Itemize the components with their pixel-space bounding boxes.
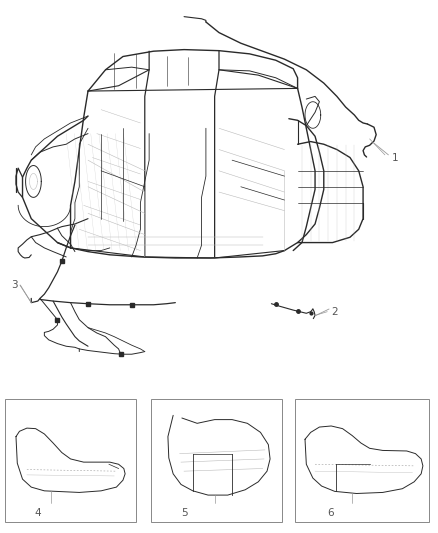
Bar [295,399,428,522]
Bar [5,399,136,522]
Text: 6: 6 [327,507,334,518]
Text: 1: 1 [392,152,398,163]
Text: 2: 2 [332,306,338,317]
Bar [151,399,283,522]
Text: 3: 3 [11,280,18,290]
Text: 4: 4 [35,507,41,518]
Text: 5: 5 [181,507,187,518]
